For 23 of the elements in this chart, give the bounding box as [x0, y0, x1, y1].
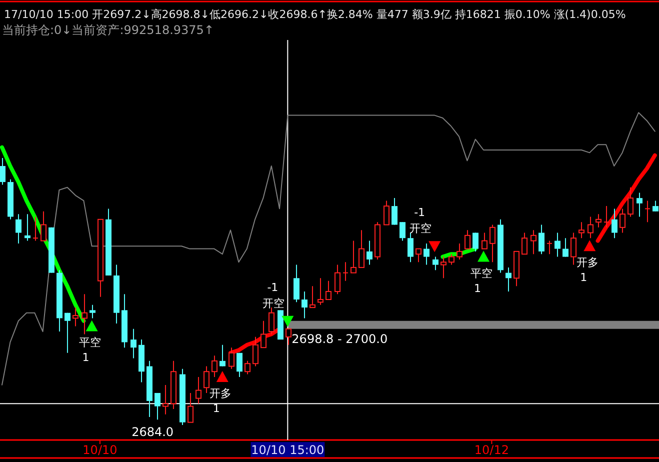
annotation: -1 [267, 280, 278, 294]
annotation: 1 [212, 402, 220, 415]
point [584, 240, 596, 252]
annotation: 1 [82, 351, 90, 364]
series-label: 开空 [262, 296, 285, 310]
annotation: 1 [580, 271, 588, 284]
annotation: 2684.0 [132, 425, 174, 439]
series-label: 开多 [209, 386, 232, 400]
x-tick-label: 10/10 [82, 443, 118, 457]
text: 平空 [470, 266, 493, 280]
point [478, 250, 490, 262]
point [216, 370, 228, 382]
x-tick-label: 10/12 [474, 443, 509, 457]
point [86, 320, 98, 332]
text: 开空 [410, 222, 432, 236]
x-tick-label: 10/10 15:00 [251, 443, 324, 457]
annotation: 1 [474, 282, 482, 295]
subtitle: 当前持仓:0↓当前资产:992518.9375↑ [2, 23, 214, 37]
title: 17/10/10 15:00 开2697.2↓高2698.8↓低2696.2↓收2698.6↑换2.84% 量477 额3.9亿 持16821 振0.10% 涨(1.4)0.05% [4, 8, 626, 21]
band-label: 2698.8 - 2700.0 [292, 332, 388, 346]
series-label: 平空 [78, 336, 101, 350]
text: 开多 [576, 256, 599, 270]
annotation: -1 [414, 206, 426, 220]
